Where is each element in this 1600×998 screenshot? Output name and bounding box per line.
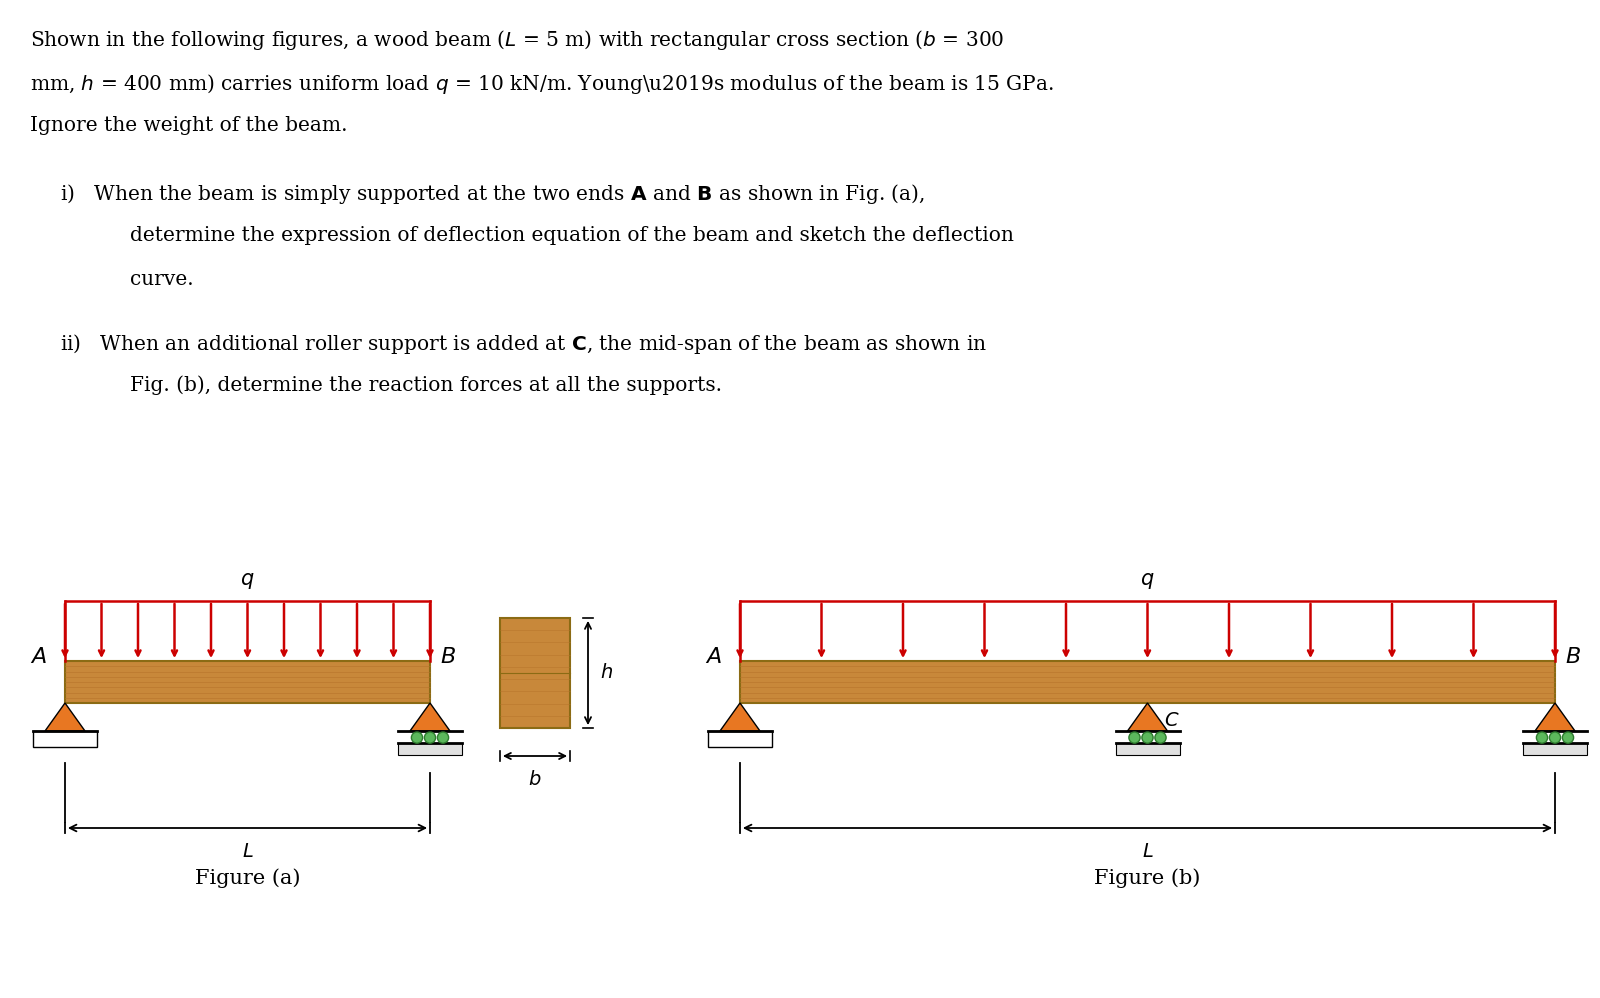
Text: $q$: $q$ [1141, 571, 1155, 591]
Circle shape [1562, 732, 1573, 744]
Bar [739, 661, 1555, 703]
Bar [34, 731, 98, 747]
Polygon shape [720, 703, 760, 731]
Text: $B$: $B$ [440, 647, 456, 667]
Circle shape [424, 732, 435, 744]
Circle shape [1155, 732, 1166, 744]
Bar [66, 661, 430, 703]
Circle shape [1130, 732, 1141, 744]
Text: $q$: $q$ [240, 571, 254, 591]
Text: $b$: $b$ [528, 770, 542, 789]
Bar [707, 731, 771, 747]
Polygon shape [1534, 703, 1574, 731]
Circle shape [411, 732, 422, 744]
Text: ii)   When an additional roller support is added at $\mathbf{C}$, the mid-span o: ii) When an additional roller support is… [61, 331, 987, 355]
Polygon shape [410, 703, 450, 731]
Text: Figure (a): Figure (a) [195, 868, 301, 887]
Text: Fig. (b), determine the reaction forces at all the supports.: Fig. (b), determine the reaction forces … [130, 375, 722, 395]
Text: Ignore the weight of the beam.: Ignore the weight of the beam. [30, 116, 347, 135]
Text: i)   When the beam is simply supported at the two ends $\mathbf{A}$ and $\mathbf: i) When the beam is simply supported at … [61, 182, 925, 206]
Text: $B$: $B$ [1565, 647, 1581, 667]
Text: $h$: $h$ [600, 664, 613, 683]
Bar [1115, 744, 1179, 755]
Circle shape [437, 732, 448, 744]
Text: mm, $h$ = 400 mm) carries uniform load $q$ = 10 kN/m. Young\u2019s modulus of th: mm, $h$ = 400 mm) carries uniform load $… [30, 72, 1054, 96]
Circle shape [1549, 732, 1560, 744]
Text: $L$: $L$ [242, 842, 253, 861]
Bar [398, 744, 462, 755]
Bar [499, 618, 570, 728]
Polygon shape [45, 703, 85, 731]
Text: $A$: $A$ [706, 647, 722, 667]
Text: $A$: $A$ [30, 647, 46, 667]
Polygon shape [1128, 703, 1168, 731]
Text: $C$: $C$ [1163, 711, 1179, 730]
Text: Figure (b): Figure (b) [1094, 868, 1200, 887]
Text: curve.: curve. [130, 270, 194, 289]
Bar [1523, 744, 1587, 755]
Circle shape [1536, 732, 1547, 744]
Text: Shown in the following figures, a wood beam ($L$ = 5 m) with rectangular cross s: Shown in the following figures, a wood b… [30, 28, 1005, 52]
Circle shape [1142, 732, 1154, 744]
Text: determine the expression of deflection equation of the beam and sketch the defle: determine the expression of deflection e… [130, 226, 1014, 245]
Text: $L$: $L$ [1142, 842, 1154, 861]
